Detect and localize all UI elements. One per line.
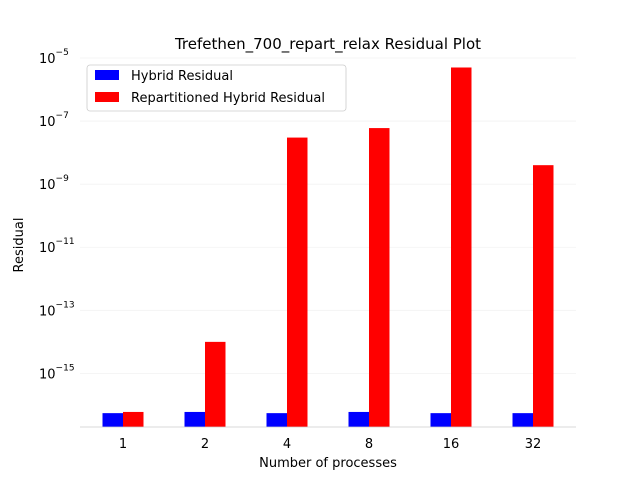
- legend: Hybrid Residual Repartitioned Hybrid Res…: [86, 64, 347, 112]
- y-tick-exponent: −13: [56, 300, 75, 310]
- y-tick-label: 10−11: [39, 237, 75, 256]
- x-tick-label: 32: [525, 437, 542, 452]
- bar-repartitioned-2: [205, 341, 226, 427]
- bar-hybrid-1: [102, 413, 123, 427]
- x-tick-label: 2: [201, 437, 209, 452]
- bar-hybrid-2: [184, 411, 205, 427]
- bar-repartitioned-1: [123, 411, 144, 427]
- y-tick-base: 10: [39, 115, 56, 130]
- chart-title: Trefethen_700_repart_relax Residual Plot: [174, 35, 481, 54]
- bar-repartitioned-16: [451, 67, 472, 427]
- legend-box: [86, 64, 347, 112]
- y-tick-label: 10−9: [39, 174, 69, 193]
- y-tick-label: 10−7: [39, 111, 69, 130]
- y-axis-label: Residual: [12, 218, 27, 273]
- y-tick-label: 10−15: [39, 363, 75, 382]
- y-tick-label: 10−13: [39, 300, 75, 319]
- y-tick-exponent: −9: [56, 174, 70, 184]
- y-tick-exponent: −7: [56, 111, 69, 121]
- bars: [102, 67, 554, 428]
- y-tick-exponent: −15: [56, 363, 75, 373]
- bar-hybrid-8: [348, 411, 369, 427]
- grid-lines: [80, 57, 576, 374]
- y-tick-base: 10: [39, 367, 56, 382]
- y-tick-base: 10: [39, 241, 56, 256]
- bar-repartitioned-8: [369, 128, 390, 427]
- y-tick-exponent: −11: [56, 237, 75, 247]
- bar-repartitioned-32: [533, 165, 554, 427]
- x-tick-labels: 1 2 4 8 16 32: [119, 437, 541, 452]
- bar-hybrid-16: [430, 413, 451, 427]
- y-tick-label: 10−5: [39, 48, 69, 67]
- x-tick-label: 4: [283, 437, 291, 452]
- legend-label-repartitioned: Repartitioned Hybrid Residual: [131, 91, 325, 106]
- bar-hybrid-32: [512, 413, 533, 427]
- x-tick-label: 1: [119, 437, 127, 452]
- x-axis-label: Number of processes: [259, 456, 397, 471]
- legend-swatch-repartitioned: [95, 92, 119, 102]
- bar-hybrid-4: [266, 413, 287, 427]
- legend-swatch-hybrid: [95, 70, 119, 80]
- y-tick-exponent: −5: [56, 48, 69, 58]
- y-tick-base: 10: [39, 52, 56, 67]
- y-tick-base: 10: [39, 304, 56, 319]
- x-tick-label: 16: [443, 437, 460, 452]
- legend-label-hybrid: Hybrid Residual: [131, 69, 233, 84]
- y-tick-base: 10: [39, 178, 56, 193]
- x-tick-label: 8: [365, 437, 373, 452]
- bar-repartitioned-4: [287, 137, 308, 428]
